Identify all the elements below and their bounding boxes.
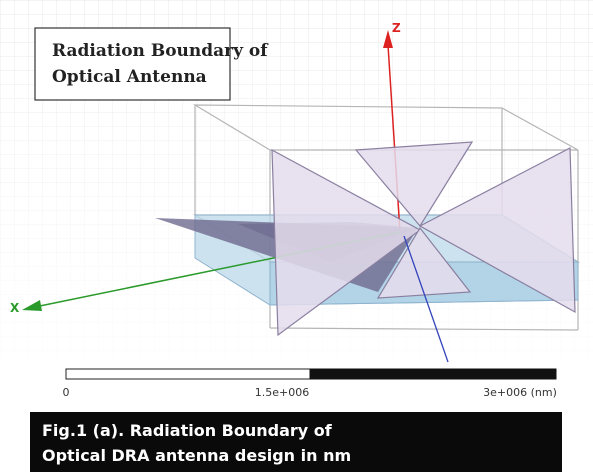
scale-bar-black	[310, 369, 556, 379]
caption-line: Fig.1 (a). Radiation Boundary of	[42, 421, 333, 440]
label-line: Radiation Boundary of	[52, 41, 269, 61]
x-axis-label: X	[10, 301, 20, 315]
caption-line: Optical DRA antenna design in nm	[42, 446, 351, 465]
label-line: Optical Antenna	[52, 67, 207, 87]
scale-bar-white	[66, 369, 310, 379]
z-axis-label: Z	[392, 21, 401, 35]
scale-label: 1.5e+006	[255, 386, 309, 399]
label-box	[35, 28, 230, 100]
scale-label: 3e+006 (nm)	[483, 386, 557, 399]
figure: Z X Radiation Boundary of Optical Antenn…	[0, 0, 593, 473]
scale-label: 0	[63, 386, 70, 399]
